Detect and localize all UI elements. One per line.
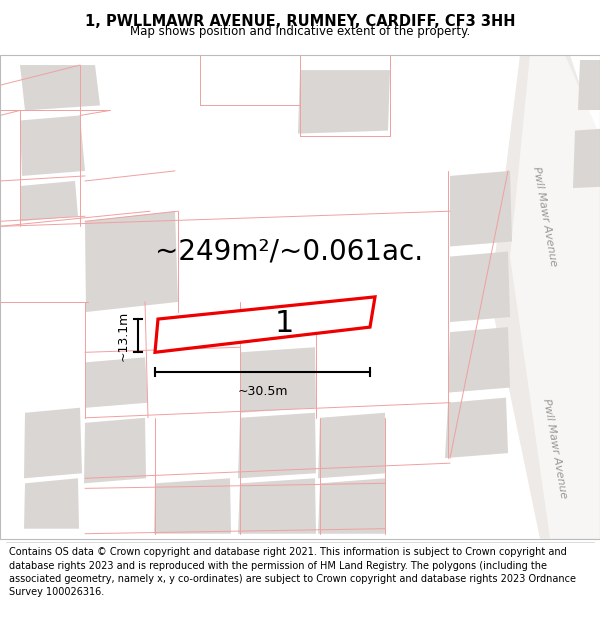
Polygon shape — [318, 412, 386, 478]
Text: 1: 1 — [275, 309, 294, 338]
Polygon shape — [238, 478, 316, 534]
Polygon shape — [445, 398, 508, 458]
Polygon shape — [510, 55, 600, 539]
Polygon shape — [24, 478, 79, 529]
Text: 1, PWLLMAWR AVENUE, RUMNEY, CARDIFF, CF3 3HH: 1, PWLLMAWR AVENUE, RUMNEY, CARDIFF, CF3… — [85, 14, 515, 29]
Polygon shape — [578, 60, 600, 111]
Polygon shape — [85, 211, 178, 312]
Polygon shape — [154, 478, 231, 534]
Polygon shape — [240, 348, 316, 413]
Polygon shape — [298, 70, 390, 134]
Text: Contains OS data © Crown copyright and database right 2021. This information is : Contains OS data © Crown copyright and d… — [9, 548, 576, 597]
Polygon shape — [20, 181, 78, 221]
Polygon shape — [448, 327, 510, 392]
Polygon shape — [85, 357, 148, 408]
Polygon shape — [20, 116, 85, 176]
Polygon shape — [84, 418, 146, 483]
Polygon shape — [318, 478, 386, 534]
Text: ~249m²/~0.061ac.: ~249m²/~0.061ac. — [155, 238, 423, 266]
Polygon shape — [24, 408, 82, 478]
Text: ~30.5m: ~30.5m — [237, 384, 288, 398]
Text: Pwll Mawr Avenue: Pwll Mawr Avenue — [531, 166, 559, 267]
Polygon shape — [20, 65, 100, 111]
Text: ~13.1m: ~13.1m — [117, 311, 130, 361]
Polygon shape — [238, 412, 316, 478]
Text: Map shows position and indicative extent of the property.: Map shows position and indicative extent… — [130, 26, 470, 39]
Polygon shape — [155, 297, 375, 352]
Polygon shape — [450, 251, 510, 322]
Polygon shape — [450, 171, 512, 246]
Polygon shape — [490, 55, 600, 539]
Text: Pwll Mawr Avenue: Pwll Mawr Avenue — [541, 398, 569, 499]
Polygon shape — [573, 127, 600, 188]
